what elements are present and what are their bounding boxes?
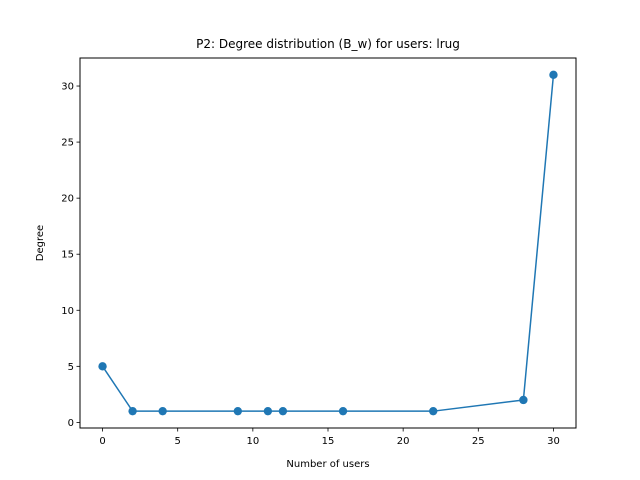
x-tick-label: 30 [547,436,560,447]
data-point [278,406,288,416]
data-point [158,406,167,416]
data-point [98,362,107,371]
axes-frame [79,57,577,429]
y-tick-label: 30 [61,82,74,93]
y-tick-label: 0 [68,418,74,429]
y-axis-label: Degree [35,225,46,261]
data-point [338,406,348,416]
plot-area [98,70,558,416]
series-line [101,74,555,412]
data-point [128,406,137,416]
data-point [429,406,438,416]
y-axis: 0 5 10 15 20 25 30 [61,82,80,429]
x-tick-label: 25 [472,436,485,447]
data-point [549,70,558,80]
x-axis: 0 5 10 15 20 25 30 [99,428,560,447]
x-tick-label: 0 [99,436,105,447]
chart-title: P2: Degree distribution (B_w) for users:… [196,37,460,51]
y-tick-label: 20 [61,194,74,205]
data-point [263,406,273,416]
y-tick-label: 25 [61,138,74,149]
y-tick-label: 10 [61,306,74,317]
x-tick-label: 5 [175,436,181,447]
x-tick-label: 15 [322,436,335,447]
x-tick-label: 10 [246,436,259,447]
data-point [519,395,528,405]
y-tick-label: 15 [61,250,74,261]
y-tick-label: 5 [68,362,74,373]
data-point [233,406,243,416]
x-axis-label: Number of users [286,459,369,470]
x-tick-label: 20 [397,436,410,447]
